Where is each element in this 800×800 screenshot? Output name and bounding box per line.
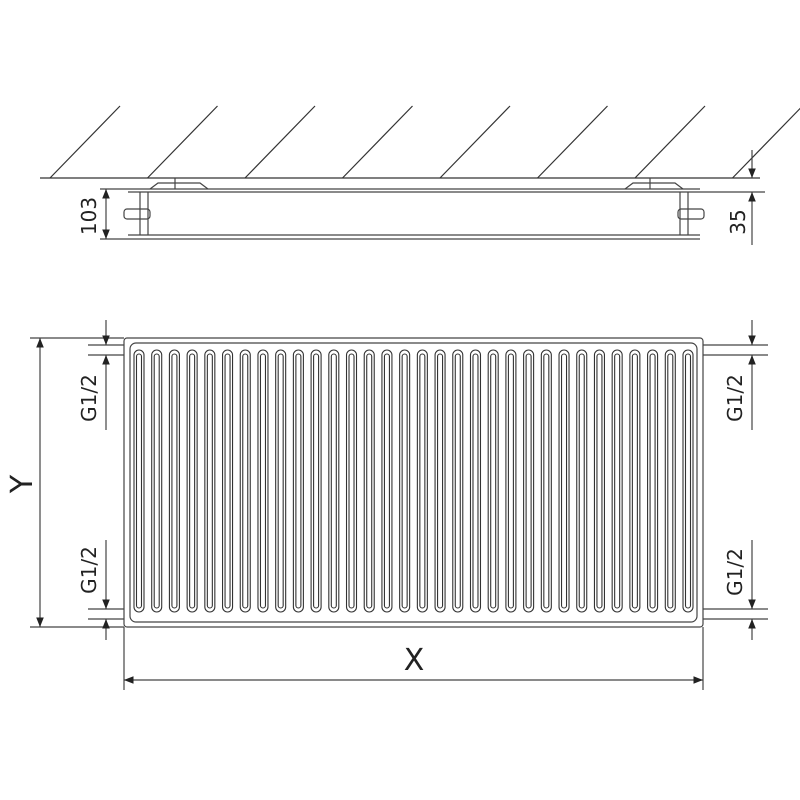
fin bbox=[416, 349, 428, 613]
fin bbox=[649, 353, 656, 609]
fin bbox=[472, 353, 479, 609]
fin bbox=[292, 349, 304, 613]
fin bbox=[345, 349, 358, 613]
fin bbox=[560, 353, 568, 609]
fin bbox=[525, 353, 532, 609]
fin bbox=[647, 349, 659, 613]
fin bbox=[614, 353, 621, 609]
fin bbox=[295, 353, 302, 609]
radiator-side-view bbox=[100, 150, 765, 245]
fin bbox=[381, 349, 393, 613]
fin bbox=[505, 349, 517, 613]
fin bbox=[523, 349, 535, 613]
fin bbox=[682, 349, 694, 613]
fin bbox=[629, 349, 641, 613]
radiator-front-view bbox=[30, 320, 768, 690]
hatch-line bbox=[147, 105, 218, 179]
hatch-line bbox=[537, 105, 608, 179]
fin bbox=[434, 349, 446, 613]
fin bbox=[507, 353, 514, 609]
hatch-line bbox=[439, 105, 511, 179]
fin bbox=[277, 353, 284, 609]
fin bbox=[330, 353, 337, 609]
wall-offset-dimension-label: 35 bbox=[726, 209, 750, 234]
fin bbox=[469, 349, 482, 613]
fin bbox=[667, 353, 674, 609]
fin bbox=[578, 353, 585, 609]
hatch-line bbox=[732, 107, 800, 179]
connection-label-bottom-right: G1/2 bbox=[723, 548, 747, 596]
fin bbox=[242, 353, 249, 609]
fin bbox=[419, 353, 426, 609]
fin bbox=[631, 353, 638, 609]
fin bbox=[399, 349, 411, 613]
fin bbox=[366, 353, 373, 609]
fin bbox=[452, 349, 464, 613]
fin bbox=[348, 353, 355, 609]
hatch-line bbox=[634, 105, 706, 179]
fin bbox=[540, 349, 552, 613]
fin bbox=[437, 353, 444, 609]
fin bbox=[543, 353, 550, 609]
fin bbox=[454, 353, 461, 609]
fin bbox=[593, 349, 606, 613]
fin bbox=[206, 353, 213, 609]
fin bbox=[383, 353, 390, 609]
fin bbox=[239, 349, 251, 613]
hatch-line bbox=[342, 105, 413, 179]
connection-label-top-left: G1/2 bbox=[77, 374, 101, 422]
fin bbox=[487, 349, 499, 613]
fin bbox=[204, 349, 216, 613]
fin bbox=[363, 349, 375, 613]
fin bbox=[189, 353, 196, 609]
radiator-fins bbox=[133, 349, 694, 613]
fin bbox=[490, 353, 497, 609]
fin bbox=[576, 349, 588, 613]
fin bbox=[558, 349, 570, 613]
fin bbox=[611, 349, 623, 613]
fin bbox=[171, 353, 178, 609]
fin bbox=[151, 349, 163, 613]
depth-dimension-label: 103 bbox=[77, 197, 101, 235]
fin bbox=[168, 349, 180, 613]
fin bbox=[313, 353, 320, 609]
fin bbox=[275, 349, 287, 613]
fin bbox=[221, 349, 234, 613]
hatch-line bbox=[49, 105, 121, 179]
fin bbox=[186, 349, 198, 613]
fin bbox=[401, 353, 408, 609]
height-dimension-label: Y bbox=[5, 474, 40, 494]
fin bbox=[259, 353, 267, 609]
fin bbox=[133, 349, 145, 613]
connection-label-bottom-left: G1/2 bbox=[77, 546, 101, 594]
hatch-line bbox=[244, 105, 316, 179]
fin bbox=[310, 349, 322, 613]
connection-label-top-right: G1/2 bbox=[723, 374, 747, 422]
fin bbox=[664, 349, 676, 613]
wall-hatch bbox=[40, 105, 800, 179]
fin bbox=[135, 353, 143, 609]
width-dimension-label: X bbox=[404, 643, 425, 678]
fin bbox=[684, 353, 692, 609]
fin bbox=[596, 353, 603, 609]
fin bbox=[328, 349, 340, 613]
fin bbox=[257, 349, 269, 613]
fin bbox=[224, 353, 231, 609]
fin bbox=[153, 353, 160, 609]
